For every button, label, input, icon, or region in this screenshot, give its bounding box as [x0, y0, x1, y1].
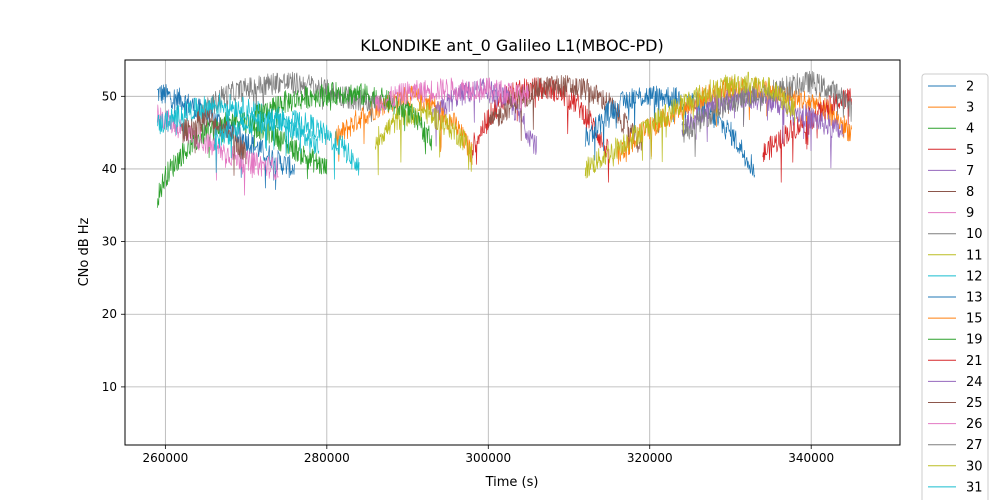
- legend-label: 27: [966, 438, 983, 453]
- y-tick-label: 10: [102, 380, 117, 394]
- legend-label: 10: [966, 227, 983, 242]
- y-tick-label: 50: [102, 89, 117, 103]
- series-line-27: [681, 70, 852, 157]
- series-line-13: [584, 85, 756, 178]
- legend-label: 4: [966, 122, 974, 137]
- series-line-30: [584, 71, 796, 179]
- legend-label: 8: [966, 185, 974, 200]
- plot-frame: [124, 59, 901, 446]
- legend-label: 13: [966, 291, 983, 306]
- legend-label: 21: [966, 354, 983, 369]
- legend: 2 3 4 5 7 8 9 10 11 12 13 15 19 21 24 25 26 27 30 31: [921, 73, 989, 500]
- chart-title: KLONDIKE ant_0 Galileo L1(MBOC-PD): [360, 36, 663, 56]
- legend-label: 19: [966, 333, 983, 348]
- series-group: [156, 70, 852, 208]
- legend-label: 2: [966, 80, 974, 95]
- legend-label: 7: [966, 164, 974, 179]
- series-line-3: [334, 85, 473, 165]
- series-line-19: [253, 81, 433, 155]
- legend-label: 31: [966, 480, 983, 495]
- y-tick-label: 30: [102, 235, 117, 249]
- series-line-26: [374, 77, 529, 114]
- legend-label: 12: [966, 269, 983, 284]
- y-axis-label: CNo dB Hz: [77, 217, 92, 286]
- y-tick-label: 40: [102, 162, 117, 176]
- series-line-21: [762, 88, 852, 183]
- y-tick-label: 20: [102, 307, 117, 321]
- legend-box: [921, 73, 989, 500]
- legend-label: 25: [966, 396, 983, 411]
- series-line-31: [213, 106, 360, 180]
- x-tick-label: 300000: [465, 451, 511, 465]
- legend-label: 26: [966, 417, 983, 432]
- x-axis-label: Time (s): [485, 475, 539, 490]
- legend-label: 9: [966, 206, 974, 221]
- legend-label: 24: [966, 375, 983, 390]
- legend-label: 3: [966, 101, 974, 116]
- legend-label: 5: [966, 143, 974, 158]
- legend-label: 30: [966, 459, 983, 474]
- x-tick-label: 280000: [304, 451, 350, 465]
- legend-label: 15: [966, 312, 983, 327]
- x-tick-label: 320000: [627, 451, 673, 465]
- axis-ticks: 260000 280000 300000 320000 340000 10 20 30 40 50: [102, 89, 834, 465]
- x-tick-label: 260000: [142, 451, 188, 465]
- legend-label: 11: [966, 248, 983, 263]
- series-line-11: [374, 100, 473, 176]
- x-tick-label: 340000: [788, 451, 834, 465]
